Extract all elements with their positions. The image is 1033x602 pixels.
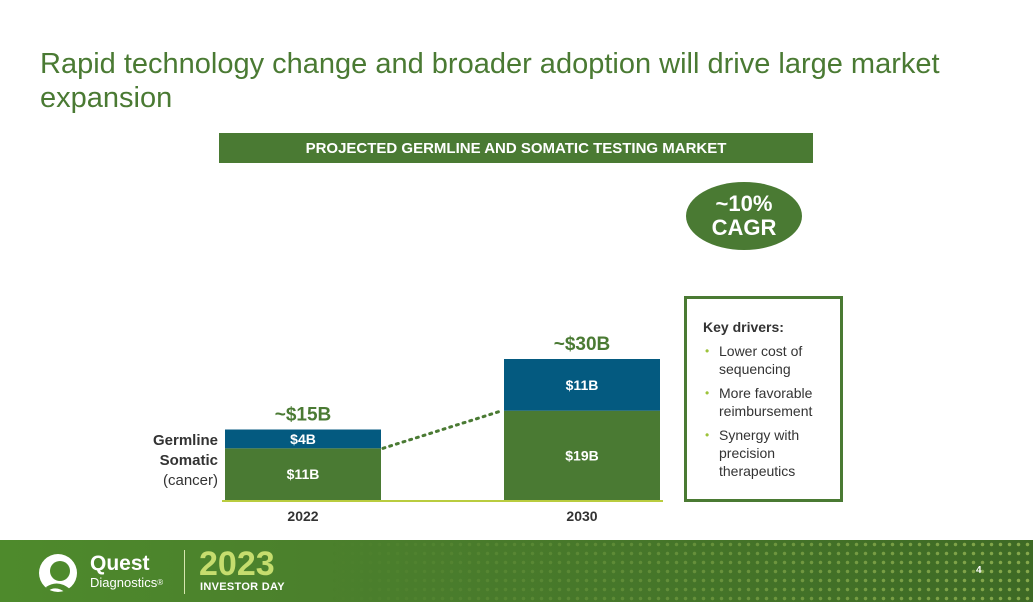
key-driver-item: • More favorable reimbursement bbox=[703, 384, 840, 420]
bullet-icon: • bbox=[705, 386, 710, 400]
data-label-somatic-2022: $11B bbox=[287, 466, 320, 482]
bullet-icon: • bbox=[705, 344, 710, 358]
dot-pattern bbox=[330, 540, 1033, 602]
total-label-2030: ~$30B bbox=[554, 334, 611, 355]
key-drivers-box: Key drivers: • Lower cost of sequencing •… bbox=[684, 296, 843, 502]
x-tick-label-2022: 2022 bbox=[287, 508, 318, 524]
key-driver-text: Synergy with precision therapeutics bbox=[719, 427, 800, 479]
x-tick-label-2030: 2030 bbox=[566, 508, 597, 524]
bar-segment-somatic-2030 bbox=[504, 410, 660, 500]
cagr-value: ~10% bbox=[715, 191, 773, 216]
growth-connector-line bbox=[381, 409, 504, 450]
key-driver-text: More favorable reimbursement bbox=[719, 385, 813, 419]
registered-mark: ® bbox=[157, 578, 164, 587]
brand-subname: Diagnostics® bbox=[90, 575, 163, 590]
footer-divider bbox=[184, 550, 185, 594]
bar-segment-germline-2030 bbox=[504, 359, 660, 411]
slide-title: Rapid technology change and broader adop… bbox=[40, 48, 940, 114]
footer-bar: Quest Diagnostics® 2023 INVESTOR DAY 4 bbox=[0, 540, 1033, 602]
market-chart: $11B $4B ~$15B 2022 $19B $11B ~$30B 2030 Germlin… bbox=[153, 334, 663, 524]
key-driver-item: • Synergy with precision therapeutics bbox=[703, 426, 840, 480]
brand-sub-text: Diagnostics bbox=[90, 575, 158, 590]
series-label-somatic: Somatic bbox=[160, 452, 218, 469]
page-number: 4 bbox=[976, 565, 982, 576]
total-label-2022: ~$15B bbox=[275, 405, 332, 426]
bullet-icon: • bbox=[705, 428, 710, 442]
data-label-germline-2022: $4B bbox=[290, 431, 316, 447]
data-label-germline-2030: $11B bbox=[566, 377, 599, 393]
key-drivers-title: Key drivers: bbox=[703, 319, 784, 335]
series-sublabel-somatic: (cancer) bbox=[163, 472, 218, 489]
series-label-germline: Germline bbox=[153, 432, 218, 449]
key-driver-text: Lower cost of sequencing bbox=[719, 343, 803, 377]
cagr-label: CAGR bbox=[711, 215, 777, 240]
key-drivers-list: • Lower cost of sequencing • More favorabl… bbox=[703, 342, 840, 480]
data-label-somatic-2030: $19B bbox=[565, 447, 598, 463]
key-driver-item: • Lower cost of sequencing bbox=[703, 342, 840, 378]
bar-segment-somatic-2022 bbox=[225, 448, 381, 500]
event-year: 2023 bbox=[199, 545, 275, 583]
brand-name: Quest bbox=[90, 552, 150, 575]
quest-logo-icon bbox=[39, 554, 77, 593]
cagr-badge: ~10% CAGR bbox=[686, 182, 802, 250]
event-name: INVESTOR DAY bbox=[200, 581, 285, 593]
chart-title-banner: PROJECTED GERMLINE AND SOMATIC TESTING M… bbox=[219, 133, 813, 163]
bar-segment-germline-2022 bbox=[225, 429, 381, 449]
